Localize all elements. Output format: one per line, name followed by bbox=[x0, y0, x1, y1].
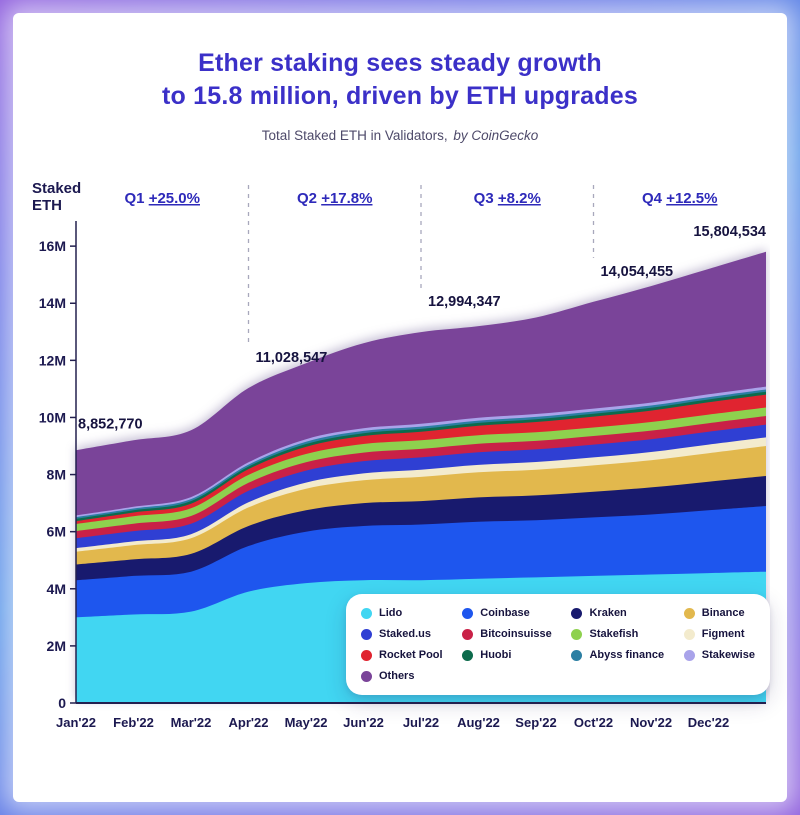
legend-item: Bitcoinsuisse bbox=[462, 628, 552, 640]
legend-column: Coinbase Bitcoinsuisse Huobi bbox=[462, 607, 552, 682]
svg-text:14,054,455: 14,054,455 bbox=[601, 264, 674, 280]
legend-label: Bitcoinsuisse bbox=[480, 628, 552, 640]
legend-label: Huobi bbox=[480, 649, 512, 661]
svg-text:Apr'22: Apr'22 bbox=[229, 715, 269, 730]
svg-text:6M: 6M bbox=[47, 524, 66, 540]
legend-color-dot bbox=[361, 649, 372, 661]
svg-text:Feb'22: Feb'22 bbox=[113, 715, 154, 730]
legend-color-dot bbox=[462, 649, 474, 661]
svg-text:May'22: May'22 bbox=[285, 715, 328, 730]
legend-color-dot bbox=[462, 607, 474, 619]
legend-column: Lido Staked.us Rocket Pool Others bbox=[361, 607, 443, 682]
svg-text:Q4 +12.5%: Q4 +12.5% bbox=[642, 190, 717, 207]
legend-label: Staked.us bbox=[379, 628, 431, 640]
legend-item: Abyss finance bbox=[571, 649, 664, 661]
svg-text:0: 0 bbox=[58, 695, 66, 711]
legend-label: Stakewise bbox=[701, 649, 755, 661]
svg-text:12M: 12M bbox=[39, 352, 66, 368]
subtitle-text: Total Staked ETH in Validators, bbox=[261, 128, 448, 143]
legend-color-dot bbox=[361, 628, 372, 640]
subtitle-byline: by CoinGecko bbox=[453, 128, 539, 143]
legend-item: Rocket Pool bbox=[361, 649, 443, 661]
svg-text:Sep'22: Sep'22 bbox=[515, 715, 556, 730]
svg-text:Jul'22: Jul'22 bbox=[403, 715, 439, 730]
svg-text:Q1 +25.0%: Q1 +25.0% bbox=[125, 190, 200, 207]
svg-text:Q3 +8.2%: Q3 +8.2% bbox=[474, 190, 541, 207]
svg-text:2M: 2M bbox=[47, 638, 66, 654]
legend-item: Coinbase bbox=[462, 607, 552, 619]
svg-text:Mar'22: Mar'22 bbox=[171, 715, 212, 730]
legend-column: Kraken Stakefish Abyss finance bbox=[571, 607, 664, 682]
legend-item: Figment bbox=[683, 628, 755, 640]
legend-color-dot bbox=[571, 607, 583, 619]
legend-item: Staked.us bbox=[361, 628, 443, 640]
svg-text:11,028,547: 11,028,547 bbox=[256, 350, 328, 366]
svg-text:Oct'22: Oct'22 bbox=[574, 715, 613, 730]
legend-item: Lido bbox=[361, 607, 443, 619]
legend-item: Stakewise bbox=[683, 649, 755, 661]
legend-item: Kraken bbox=[571, 607, 664, 619]
legend-item: Huobi bbox=[462, 649, 552, 661]
legend-color-dot bbox=[683, 607, 695, 619]
chart-legend: Lido Staked.us Rocket Pool Others Coinbase Bi… bbox=[346, 594, 770, 695]
legend-label: Coinbase bbox=[480, 607, 530, 619]
legend-item: Others bbox=[361, 670, 443, 682]
chart-subtitle: Total Staked ETH in Validators, by CoinG… bbox=[13, 128, 787, 143]
svg-text:ETH: ETH bbox=[32, 197, 62, 214]
legend-label: Abyss finance bbox=[589, 649, 665, 661]
legend-label: Kraken bbox=[589, 607, 627, 619]
svg-text:12,994,347: 12,994,347 bbox=[428, 294, 501, 310]
legend-label: Binance bbox=[701, 607, 745, 619]
legend-label: Stakefish bbox=[589, 628, 639, 640]
svg-text:4M: 4M bbox=[47, 581, 66, 597]
svg-text:Jan'22: Jan'22 bbox=[56, 715, 96, 730]
svg-text:14M: 14M bbox=[39, 295, 66, 311]
page-title: Ether staking sees steady growth to 15.8… bbox=[13, 47, 787, 113]
svg-text:15,804,534: 15,804,534 bbox=[693, 224, 766, 240]
svg-text:16M: 16M bbox=[39, 238, 66, 254]
legend-color-dot bbox=[571, 649, 583, 661]
legend-label: Lido bbox=[379, 607, 403, 619]
legend-column: Binance Figment Stakewise bbox=[683, 607, 755, 682]
legend-label: Figment bbox=[701, 628, 745, 640]
legend-label: Rocket Pool bbox=[379, 649, 443, 661]
legend-color-dot bbox=[683, 649, 695, 661]
svg-text:10M: 10M bbox=[39, 409, 66, 425]
infographic-card: Ether staking sees steady growth to 15.8… bbox=[13, 13, 787, 802]
svg-text:Q2 +17.8%: Q2 +17.8% bbox=[297, 190, 372, 207]
svg-text:8,852,770: 8,852,770 bbox=[78, 416, 143, 432]
legend-label: Others bbox=[379, 670, 415, 682]
title-line-1: Ether staking sees steady growth bbox=[198, 49, 602, 77]
legend-color-dot bbox=[361, 607, 372, 619]
svg-text:Jun'22: Jun'22 bbox=[343, 715, 384, 730]
legend-color-dot bbox=[683, 628, 695, 640]
legend-color-dot bbox=[571, 628, 583, 640]
svg-text:Dec'22: Dec'22 bbox=[688, 715, 729, 730]
legend-item: Binance bbox=[683, 607, 755, 619]
legend-color-dot bbox=[462, 628, 474, 640]
title-line-2: to 15.8 million, driven by ETH upgrades bbox=[162, 82, 638, 110]
svg-text:8M: 8M bbox=[47, 467, 66, 483]
legend-item: Stakefish bbox=[571, 628, 664, 640]
svg-text:Aug'22: Aug'22 bbox=[457, 715, 500, 730]
svg-text:Staked: Staked bbox=[32, 180, 81, 197]
svg-text:Nov'22: Nov'22 bbox=[630, 715, 672, 730]
chart-area: 0 2M 4M 6M 8M 10M 12M 14M 16M Jan'22 Feb'22 Mar'22 A… bbox=[30, 173, 770, 748]
legend-color-dot bbox=[361, 670, 372, 682]
